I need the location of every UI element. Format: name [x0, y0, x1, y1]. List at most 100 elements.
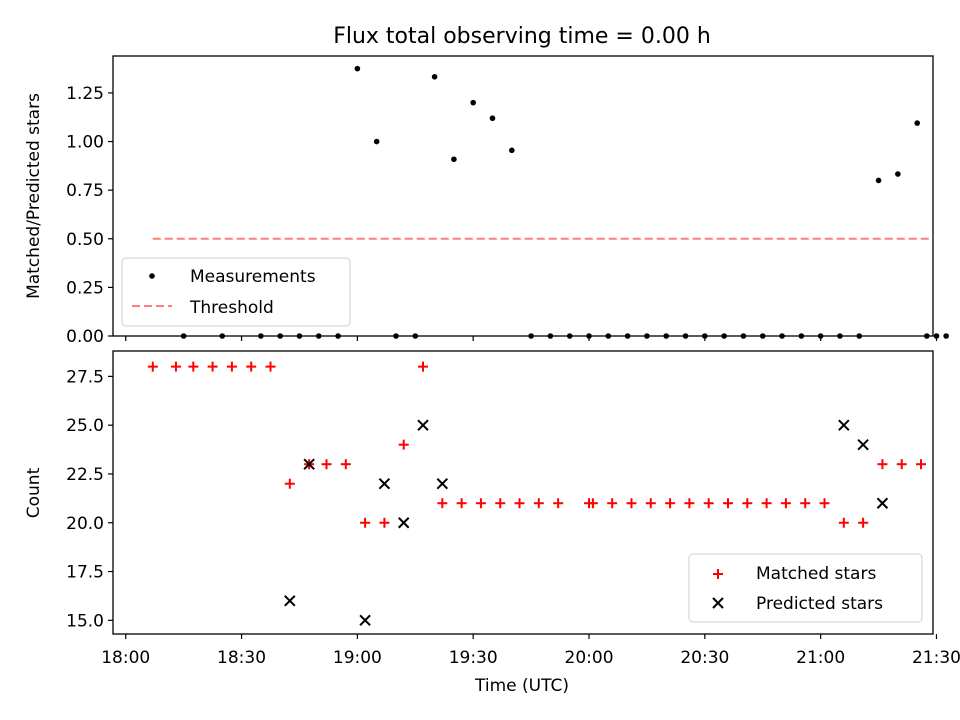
- matched-star-point: [800, 498, 811, 509]
- matched-star-point: [761, 498, 772, 509]
- bottom-y-tick-label: 25.0: [66, 416, 104, 436]
- legend-matched-marker: [713, 569, 723, 579]
- predicted-star-point: [436, 478, 449, 490]
- bottom-y-tick-label: 17.5: [66, 563, 104, 583]
- bottom-x-tick-label: 21:30: [912, 648, 960, 668]
- bottom-y-tick-label: 27.5: [66, 367, 104, 387]
- bottom-y-tick-label: 20.0: [66, 514, 104, 534]
- matched-star-point: [188, 361, 199, 372]
- matched-star-point: [607, 498, 618, 509]
- legend-predicted-label: Predicted stars: [756, 594, 883, 614]
- predicted-star-point: [857, 438, 869, 451]
- matched-star-point: [170, 361, 181, 372]
- bottom-legend-box: [688, 553, 923, 623]
- top-legend: Measurements Threshold: [121, 257, 351, 327]
- predicted-star-point: [417, 419, 429, 431]
- matched-star-point: [418, 361, 429, 372]
- measurement-point: [875, 177, 882, 184]
- matched-star-point: [838, 517, 849, 528]
- predicted-star-point: [838, 419, 850, 431]
- measurement-point: [431, 74, 438, 80]
- predicted-star-point: [397, 517, 410, 529]
- matched-star-point: [858, 517, 869, 528]
- bottom-y-ticks: 15.0 17.5 20.0 22.5 25.0 27.5: [66, 367, 113, 631]
- top-y-tick-label: 1.25: [66, 84, 104, 104]
- predicted-star-point: [303, 458, 315, 470]
- matched-star-point: [533, 498, 544, 509]
- legend-measurements-label: Measurements: [190, 267, 316, 287]
- matched-star-point: [379, 517, 390, 528]
- top-y-tick-label: 1.00: [66, 133, 104, 153]
- bottom-panel-frame: [112, 350, 934, 635]
- legend-predicted-marker: [712, 597, 724, 609]
- bottom-x-tick-label: 21:00: [796, 648, 845, 668]
- bottom-panel: 15.0 17.5 20.0 22.5 25.0 27.5 18:00 18:30 19:00…: [24, 350, 960, 696]
- top-panel-frame: [112, 55, 934, 337]
- matched-star-point: [398, 439, 409, 450]
- matched-star-point: [495, 498, 506, 509]
- matched-star-point: [340, 459, 351, 470]
- predicted-star-point: [378, 478, 391, 490]
- top-y-tick-label: 0.50: [66, 230, 104, 250]
- bottom-x-tick-label: 20:00: [565, 648, 614, 668]
- bottom-x-tick-label: 20:30: [680, 648, 729, 668]
- measurement-point: [914, 120, 920, 126]
- measurement-point: [470, 99, 476, 106]
- matched-star-point: [742, 498, 753, 509]
- matched-star-point: [723, 498, 733, 509]
- matched-star-point: [916, 459, 927, 470]
- bottom-legend: Matched stars Predicted stars: [688, 553, 923, 623]
- legend-measurements-marker: [149, 273, 155, 279]
- matched-star-point: [437, 498, 448, 509]
- matched-star-point: [587, 498, 598, 509]
- matched-star-point: [780, 498, 791, 509]
- matched-star-point: [703, 498, 714, 509]
- measurement-point: [373, 138, 380, 145]
- bottom-y-tick-label: 22.5: [66, 465, 104, 485]
- measurement-point: [451, 156, 457, 163]
- legend-matched-label: Matched stars: [756, 564, 876, 584]
- measurement-point: [943, 333, 949, 339]
- matched-star-point: [475, 498, 486, 509]
- matched-star-point: [553, 498, 564, 509]
- bottom-y-axis-label: Count: [24, 467, 44, 518]
- bottom-x-tick-label: 18:30: [217, 648, 266, 668]
- matched-star-point: [896, 459, 907, 470]
- predicted-star-point: [876, 497, 889, 509]
- top-legend-box: [121, 257, 351, 327]
- x-axis-label: Time (UTC): [474, 676, 569, 696]
- predicted-star-point: [284, 595, 296, 607]
- matched-star-point: [284, 478, 295, 489]
- bottom-x-tick-label: 19:00: [333, 648, 382, 668]
- top-x-ticks: [125, 336, 938, 341]
- bottom-x-tick-label: 19:30: [449, 648, 498, 668]
- matched-star-point: [265, 361, 276, 372]
- measurement-point: [354, 65, 361, 72]
- matched-star-point: [360, 517, 371, 528]
- matched-star-point: [226, 361, 237, 372]
- matched-star-point: [514, 498, 525, 509]
- matched-star-point: [246, 361, 257, 372]
- matched-star-point: [321, 459, 332, 470]
- measurement-point: [489, 115, 496, 122]
- measurement-point: [895, 171, 901, 177]
- chart-title: Flux total observing time = 0.00 h: [333, 24, 711, 49]
- matched-star-point: [147, 361, 158, 372]
- matched-star-point: [684, 498, 695, 509]
- measurement-point: [509, 147, 515, 154]
- top-y-tick-label: 0.00: [66, 327, 104, 347]
- top-y-tick-label: 0.25: [66, 278, 104, 298]
- legend-threshold-label: Threshold: [189, 298, 274, 318]
- matched-star-point: [456, 498, 467, 509]
- bottom-y-tick-label: 15.0: [66, 611, 104, 631]
- bottom-x-tick-label: 18:00: [101, 648, 150, 668]
- predicted-star-point: [359, 614, 371, 627]
- matched-star-point: [819, 498, 830, 509]
- matched-star-point: [207, 361, 218, 372]
- bottom-x-ticks: 18:00 18:30 19:00 19:30 20:00 20:30 21:00 21:30: [101, 634, 960, 668]
- top-panel: 0.00 0.25 0.50 0.75 1.00 1.25 Matched/Predict…: [24, 55, 949, 347]
- top-y-ticks: 0.00 0.25 0.50 0.75 1.00 1.25: [66, 84, 113, 347]
- top-y-axis-label: Matched/Predicted stars: [24, 93, 44, 299]
- bottom-plot-area: [147, 361, 927, 627]
